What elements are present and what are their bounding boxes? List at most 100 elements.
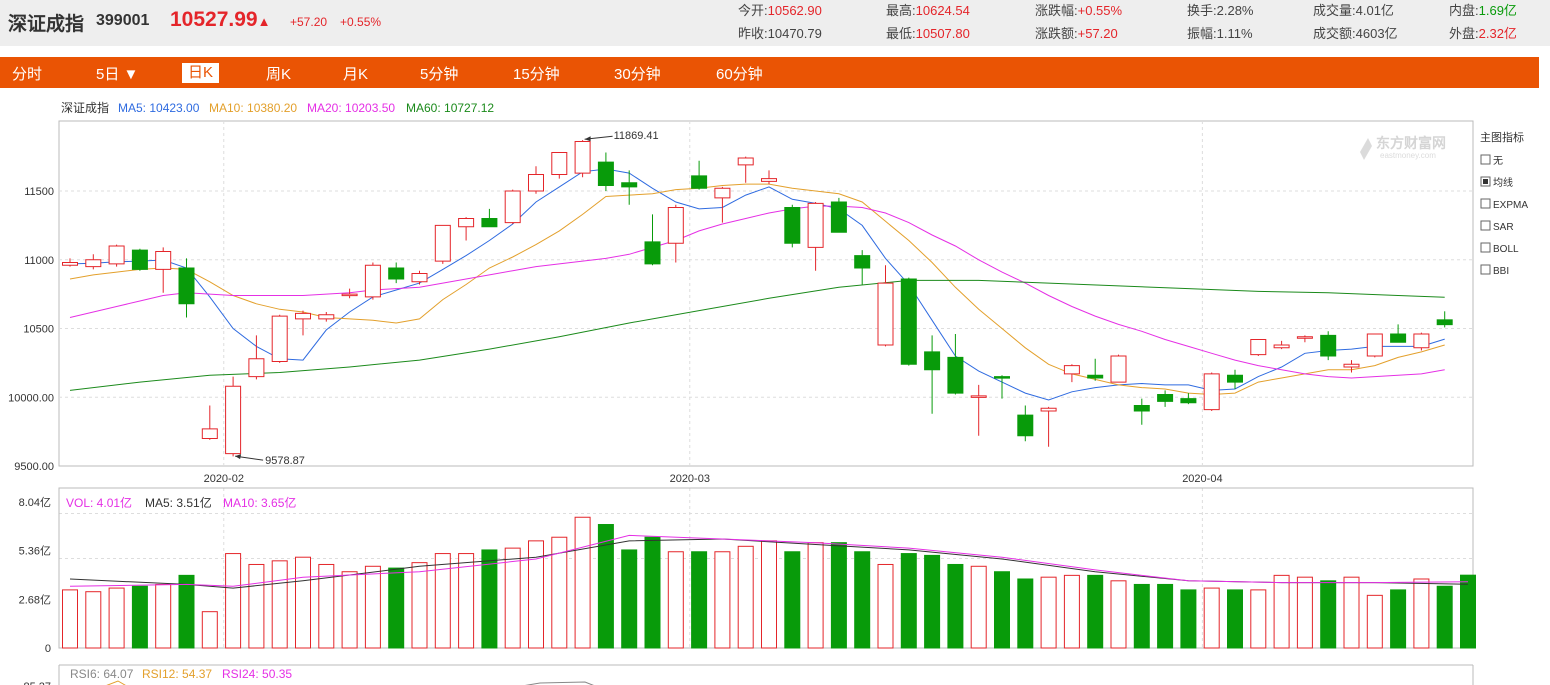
candle (318, 312, 335, 322)
volume-bar (994, 571, 1010, 649)
stat-item: 昨收:10470.79 (738, 23, 822, 42)
vol-tick-label: 0 (45, 643, 51, 655)
tab-period[interactable]: 5日 ▼ (96, 66, 139, 83)
candle-body (714, 187, 731, 199)
tab-period[interactable]: 分时 (12, 66, 43, 83)
volume-bar (1273, 574, 1290, 649)
y-tick-label: 11000 (24, 255, 54, 267)
volume-bar (155, 583, 172, 649)
price-change-pct: +0.55% (340, 15, 382, 29)
candle (1320, 331, 1337, 361)
candle (854, 250, 871, 285)
indicator-checkbox[interactable] (1480, 264, 1491, 275)
stat-value: 10470.79 (767, 26, 822, 41)
candle-body (1017, 414, 1034, 437)
indicator-option-label[interactable]: 无 (1493, 156, 1503, 167)
candle-body (1320, 334, 1337, 357)
volume-bar (1390, 589, 1407, 649)
tab-period[interactable]: 15分钟 (513, 66, 560, 83)
volume-bar (434, 553, 451, 649)
stat-value: 2.32亿 (1478, 26, 1517, 41)
volume-bar (761, 540, 777, 649)
stat-value: 4603亿 (1355, 26, 1398, 41)
tab-period[interactable]: 月K (343, 66, 369, 83)
candle-body (1273, 344, 1290, 349)
candle (1180, 393, 1197, 405)
candle (248, 335, 265, 380)
volume-bar (411, 562, 428, 649)
tab-period[interactable]: 5分钟 (420, 66, 459, 83)
volume-bar (737, 545, 754, 649)
candle-body (178, 267, 195, 305)
candle-body (1227, 374, 1243, 383)
stat-label: 最高: (886, 3, 916, 18)
candle-body (691, 175, 708, 189)
candle-body (458, 218, 475, 228)
candle-body (411, 273, 428, 283)
candle (1133, 398, 1150, 425)
candle (947, 334, 964, 395)
indicator-checkbox[interactable] (1480, 198, 1491, 209)
stat-item: 成交量:4.01亿 (1313, 0, 1394, 19)
candle (1296, 335, 1313, 343)
candle (271, 314, 288, 363)
candle (737, 156, 754, 183)
candle-body (295, 312, 311, 320)
volume-bar (318, 563, 335, 649)
indicator-option-label[interactable]: 均线 (1493, 176, 1513, 189)
candle (131, 248, 148, 271)
candle-body (1413, 333, 1430, 349)
candle-body (1040, 407, 1057, 412)
volume-bar (830, 542, 847, 649)
index-code: 399001 (96, 12, 150, 29)
volume-bar (970, 565, 987, 649)
volume-bar (1250, 589, 1267, 649)
volume-bar (481, 549, 498, 649)
candle-body (1366, 333, 1383, 357)
candle (574, 140, 591, 178)
stat-label: 成交量: (1313, 3, 1356, 18)
candle (1366, 333, 1383, 358)
stat-value: 10624.54 (915, 3, 970, 18)
tab-period[interactable]: 日K (182, 63, 220, 83)
stat-label: 内盘: (1449, 3, 1479, 18)
candle (1273, 340, 1290, 350)
candle (667, 204, 684, 263)
candle (155, 247, 172, 293)
candle-body (434, 224, 451, 262)
annotation-high: 11869.41 (614, 130, 659, 142)
volume-bar (85, 591, 102, 649)
stat-label: 涨跌幅: (1035, 3, 1078, 18)
tab-period[interactable]: 60分钟 (716, 66, 763, 83)
up-arrow-icon: ▲ (257, 14, 271, 29)
volume-bar (131, 585, 148, 649)
volume-bar (1320, 580, 1337, 649)
stat-label: 换手: (1187, 3, 1217, 18)
volume-bar (597, 524, 614, 649)
ma-legend-item: MA5: 10423.00 (118, 101, 200, 115)
indicator-option-label[interactable]: BBI (1493, 266, 1509, 277)
volume-bar (1110, 580, 1127, 649)
kline-chart: 11500 11000 10500 10000.00 9500.00 2020-02 202… (8, 100, 1528, 685)
tab-period[interactable]: 周K (266, 66, 292, 83)
indicator-option-label[interactable]: EXPMA (1493, 200, 1528, 211)
indicator-option-label[interactable]: BOLL (1493, 244, 1519, 255)
tab-period[interactable]: 30分钟 (614, 66, 661, 83)
candle-body (761, 178, 777, 182)
indicator-checkbox[interactable] (1480, 154, 1491, 165)
ma-line-ma20 (69, 205, 1445, 379)
volume-bar (574, 516, 591, 649)
indicator-checkbox[interactable] (1480, 242, 1491, 253)
candle (481, 208, 498, 228)
vol-ma-line-ma10 (69, 534, 1469, 587)
volume-bar (551, 536, 568, 649)
candle (900, 277, 917, 366)
indicator-check-mark (1483, 179, 1488, 184)
indicator-checkbox[interactable] (1480, 220, 1491, 231)
price-change: +57.20 (290, 15, 328, 29)
volume-bar (271, 560, 288, 649)
volume-bar (1343, 576, 1360, 649)
candle (807, 202, 824, 271)
ma-legend-item: MA60: 10727.12 (406, 101, 494, 115)
indicator-option-label[interactable]: SAR (1493, 222, 1514, 233)
